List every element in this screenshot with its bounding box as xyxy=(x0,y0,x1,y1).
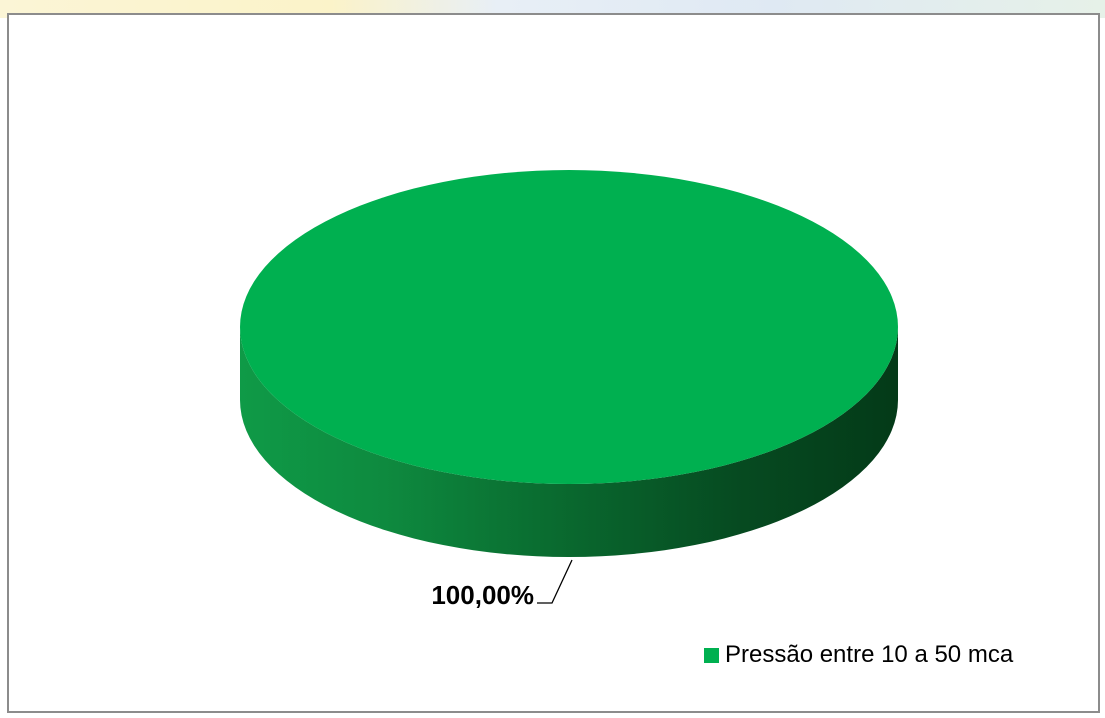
legend: Pressão entre 10 a 50 mca xyxy=(704,640,1013,670)
legend-swatch xyxy=(704,647,719,663)
data-label: 100,00% xyxy=(431,580,534,610)
data-label-leader-line xyxy=(537,559,573,604)
legend-label: Pressão entre 10 a 50 mca xyxy=(725,641,1014,668)
pie-slice-side xyxy=(240,327,898,557)
pie-slice xyxy=(240,170,898,484)
